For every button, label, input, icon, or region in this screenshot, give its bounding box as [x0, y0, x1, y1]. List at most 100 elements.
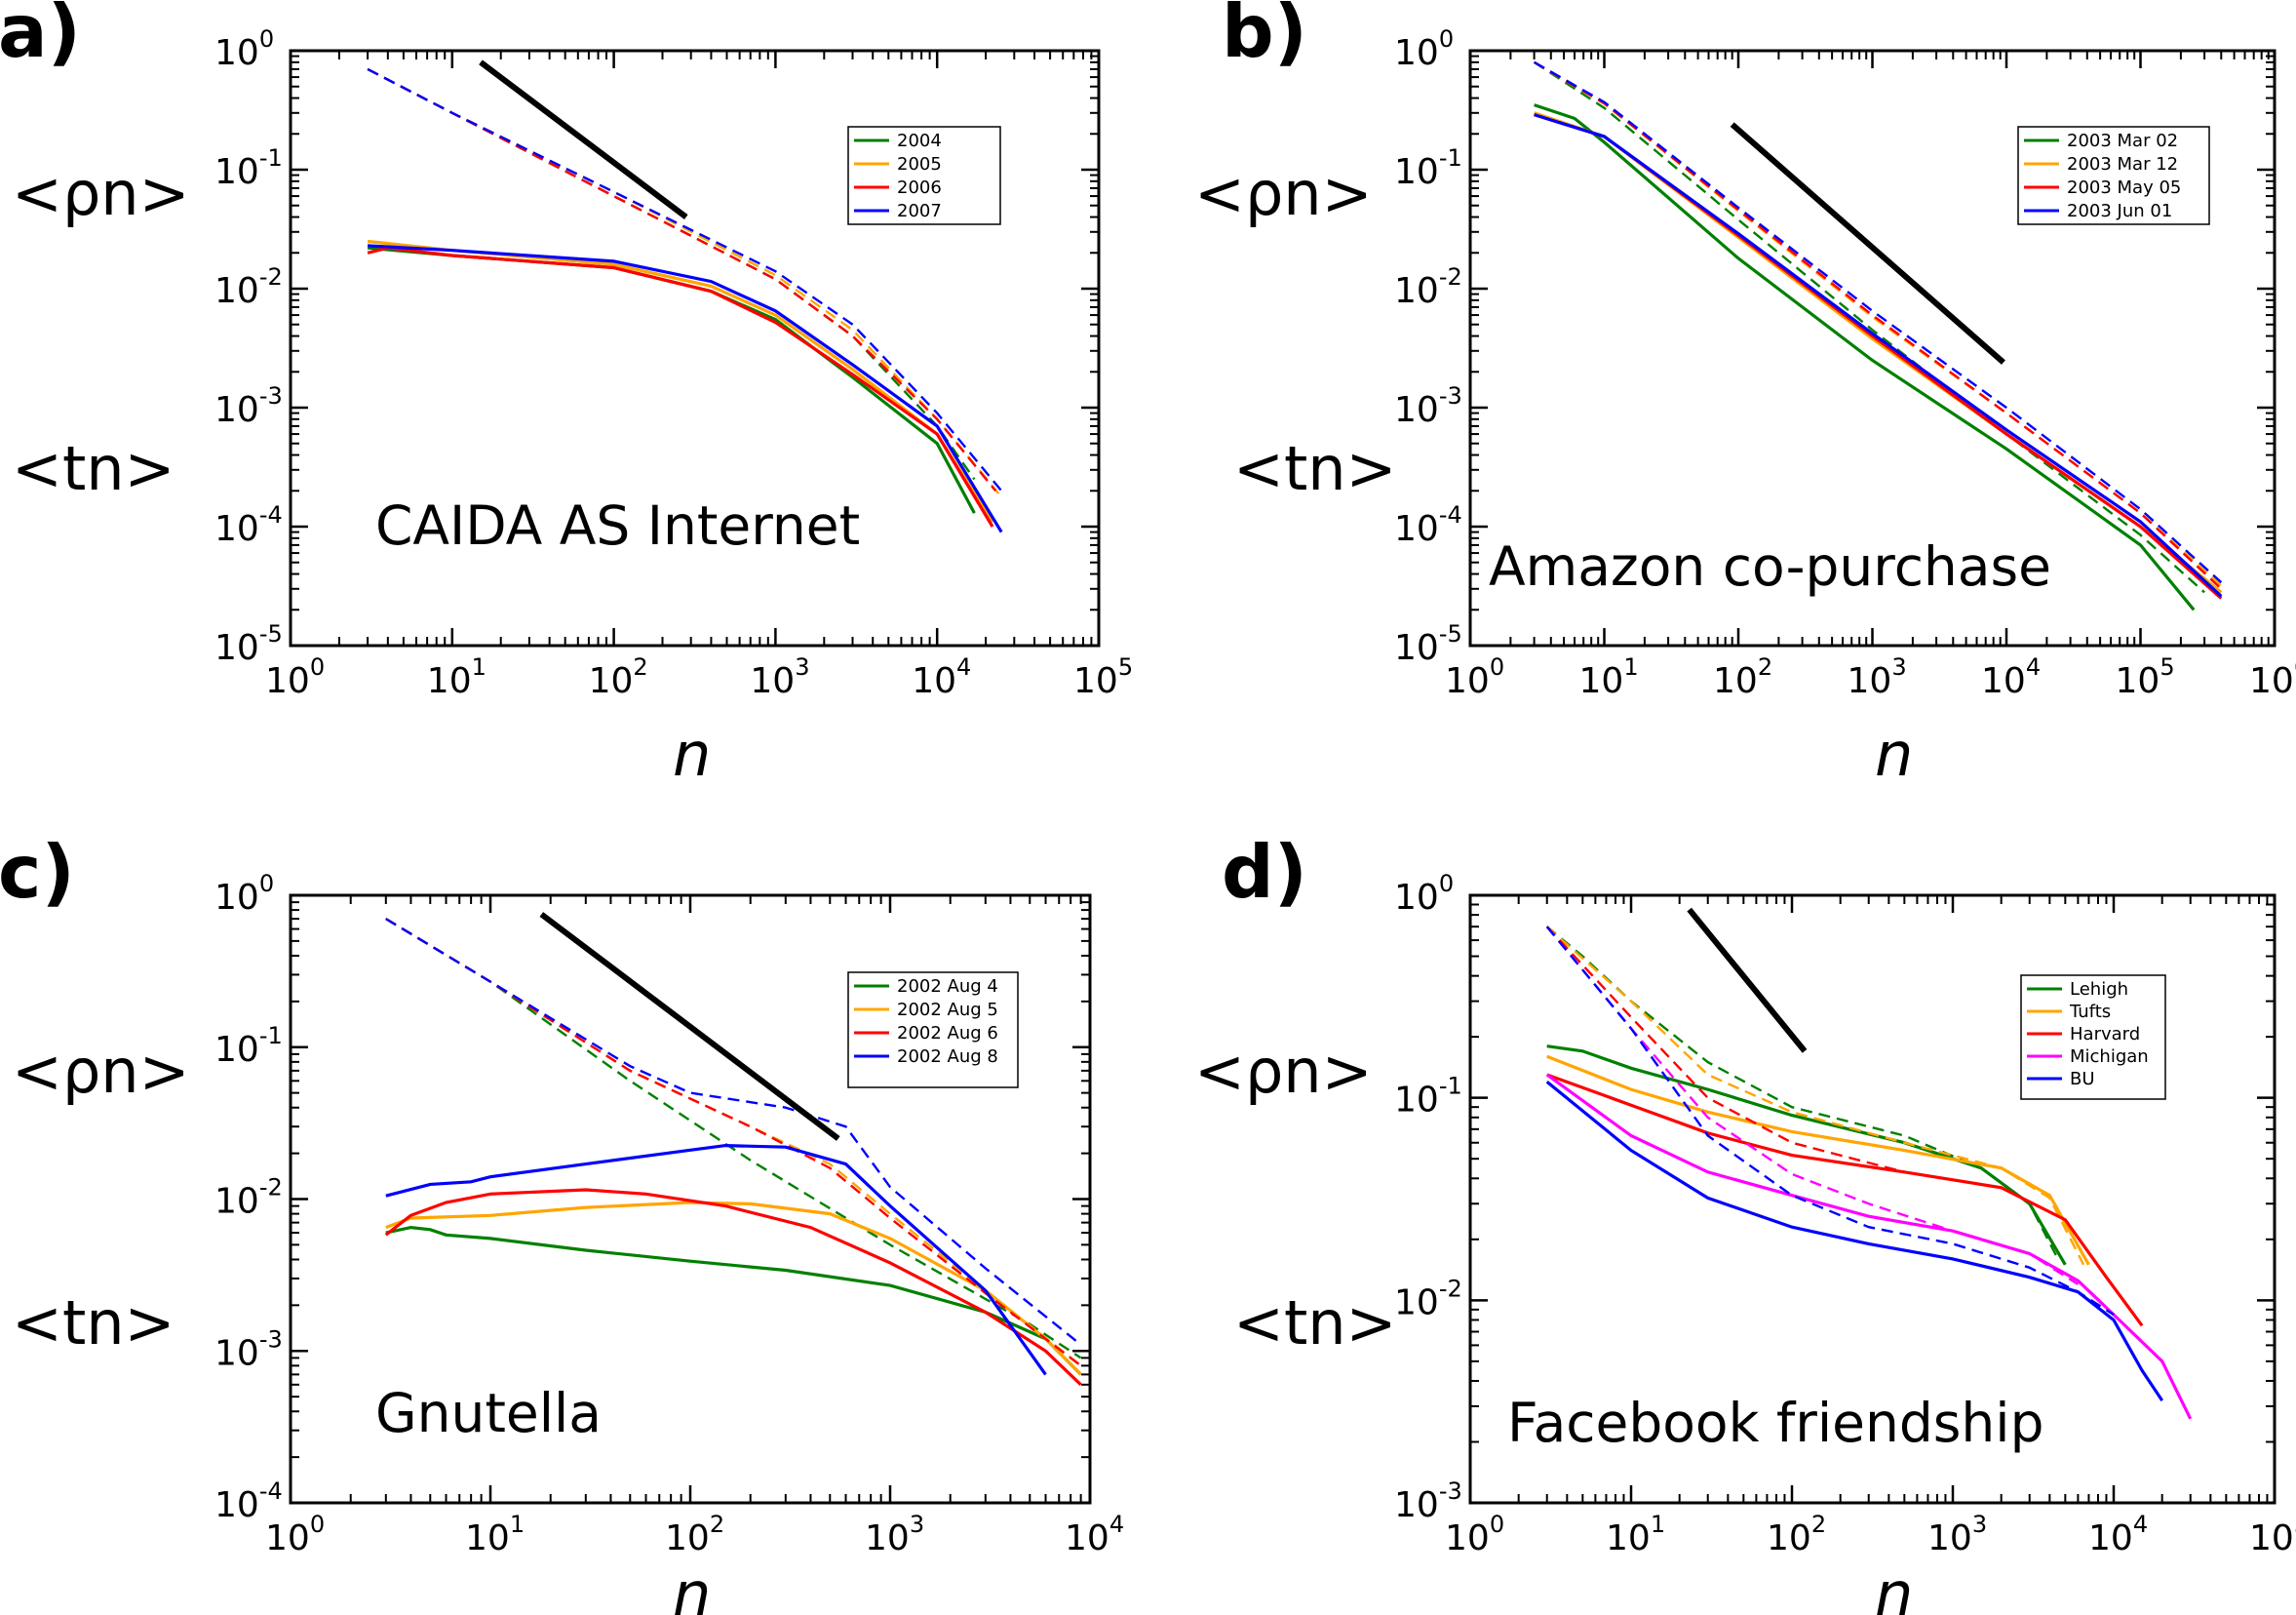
x-tick-label: 104 — [2088, 1511, 2148, 1558]
legend-entry: Tufts — [2069, 1002, 2111, 1022]
legend-entry: 2006 — [897, 177, 942, 198]
series-group — [367, 67, 1003, 533]
series-solid-2006 — [367, 246, 994, 528]
series-solid-2002-aug-5 — [385, 1201, 1082, 1376]
legend-entry: Harvard — [2070, 1024, 2140, 1044]
panel-2: 100 101 102 103 104 10-4 10-3 10-2 10-1 100 2002 A… — [0, 829, 1124, 1615]
series-solid-2007 — [368, 244, 1003, 533]
x-tick-label: 105 — [2116, 653, 2175, 701]
x-tick-label: 102 — [1713, 653, 1772, 701]
y-axis-label-top: <ρn> — [12, 158, 190, 229]
y-tick-label: 10-1 — [1394, 144, 1462, 192]
legend-entry: 2002 Aug 6 — [897, 1023, 998, 1044]
x-tick-label: 103 — [865, 1511, 924, 1558]
plot-frame — [289, 49, 1101, 648]
series-dashed-2007 — [367, 67, 1003, 492]
legend-entry: 2004 — [897, 131, 942, 151]
x-tick-label: 101 — [1579, 653, 1639, 701]
y-tick-label: 10-1 — [214, 144, 283, 192]
series-group — [1533, 60, 2223, 611]
series-dashed-tufts — [1545, 926, 2085, 1266]
x-tick-label: 101 — [427, 653, 486, 701]
legend-entry: BU — [2070, 1069, 2095, 1089]
series-dashed-2003-jun-01 — [1534, 60, 2223, 584]
x-tick-label: 100 — [265, 653, 325, 701]
slope-guide-line — [1730, 122, 2005, 365]
plot-frame — [1468, 893, 2277, 1505]
y-tick-label: 100 — [214, 870, 274, 918]
panel-0: 100 101 102 103 104 105 10-5 10-4 10-3 10-2 10-1 10… — [0, 0, 1133, 790]
y-tick-label: 10-2 — [214, 1174, 283, 1222]
y-tick-label: 10-2 — [1394, 1275, 1462, 1322]
series-dashed-michigan — [1545, 926, 2080, 1285]
legend-entry: Lehigh — [2070, 979, 2128, 1000]
x-tick-label: 104 — [912, 653, 971, 701]
legend-entry: 2003 May 05 — [2067, 177, 2181, 198]
y-axis-label-top: <ρn> — [1194, 158, 1373, 229]
legend-entry: 2003 Jun 01 — [2067, 201, 2172, 221]
series-group — [384, 918, 1082, 1386]
slope-guide-line — [1687, 907, 1808, 1053]
series-solid-2004 — [367, 246, 976, 514]
x-tick-label: 101 — [1606, 1511, 1665, 1558]
series-solid-lehigh — [1546, 1044, 2067, 1266]
x-axis-label: n — [1875, 1558, 1913, 1615]
legend-entry: 2002 Aug 8 — [897, 1046, 998, 1067]
legend-entry: 2002 Aug 5 — [897, 1000, 998, 1020]
y-axis-label-bottom: <tn> — [1233, 1287, 1397, 1359]
x-tick-label: 100 — [1445, 1511, 1504, 1558]
legend-entry: 2002 Aug 4 — [897, 976, 998, 997]
x-tick-label: 103 — [1848, 653, 1907, 701]
panel-3: 100 101 102 103 104 105 10-3 10-2 10-1 100 LehighT… — [1194, 829, 2296, 1615]
y-tick-label: 10-1 — [214, 1022, 283, 1070]
series-dashed-bu — [1545, 926, 2115, 1317]
x-tick-label: 102 — [589, 653, 648, 701]
x-tick-label: 106 — [2249, 653, 2296, 701]
panel-letter: d) — [1222, 829, 1307, 915]
y-tick-label: 100 — [1394, 870, 1454, 918]
x-tick-label: 105 — [2249, 1511, 2296, 1558]
legend-entry: 2007 — [897, 201, 942, 221]
legend-entry: 2003 Mar 02 — [2067, 131, 2178, 151]
y-tick-label: 10-2 — [214, 263, 283, 311]
x-axis-label: n — [673, 719, 711, 790]
network-label: Facebook friendship — [1507, 1392, 2043, 1454]
y-tick-label: 100 — [1394, 25, 1454, 73]
legend-entry: 2005 — [897, 154, 942, 175]
series-solid-2002-aug-4 — [385, 1225, 1082, 1376]
panel-letter: b) — [1222, 0, 1307, 74]
y-tick-label: 10-4 — [214, 501, 283, 549]
y-tick-label: 10-4 — [214, 1477, 283, 1525]
legend-entry: Michigan — [2070, 1046, 2149, 1067]
legend-box — [847, 971, 1019, 1088]
y-tick-label: 10-2 — [1394, 263, 1462, 311]
series-solid-harvard — [1546, 1073, 2144, 1327]
y-tick-label: 10-5 — [214, 620, 283, 668]
x-tick-label: 104 — [1981, 653, 2041, 701]
legend-entry: 2003 Mar 12 — [2067, 154, 2178, 175]
series-solid-2002-aug-6 — [384, 1188, 1082, 1386]
panel-1: 100 101 102 103 104 105 106 10-5 10-4 10-3 10-2 10-… — [1194, 0, 2296, 790]
x-tick-label: 100 — [1445, 653, 1504, 701]
series-solid-michigan — [1545, 1073, 2193, 1420]
series-dashed-harvard — [1545, 926, 2002, 1189]
slope-guide-line — [479, 59, 688, 219]
panel-letter: c) — [0, 829, 75, 915]
series-solid-2003-jun-01 — [1534, 113, 2223, 598]
x-tick-label: 102 — [1767, 1511, 1826, 1558]
y-tick-label: 10-4 — [1394, 501, 1462, 549]
x-tick-label: 103 — [750, 653, 809, 701]
x-tick-label: 102 — [665, 1511, 724, 1558]
y-tick-label: 10-1 — [1394, 1073, 1462, 1121]
series-dashed-2002-aug-8 — [385, 918, 1082, 1346]
y-tick-label: 10-3 — [1394, 1477, 1462, 1525]
slope-guide-line — [539, 912, 840, 1141]
network-label: CAIDA AS Internet — [375, 494, 860, 557]
legend-box — [2017, 126, 2210, 225]
y-axis-label-top: <ρn> — [12, 1036, 190, 1107]
